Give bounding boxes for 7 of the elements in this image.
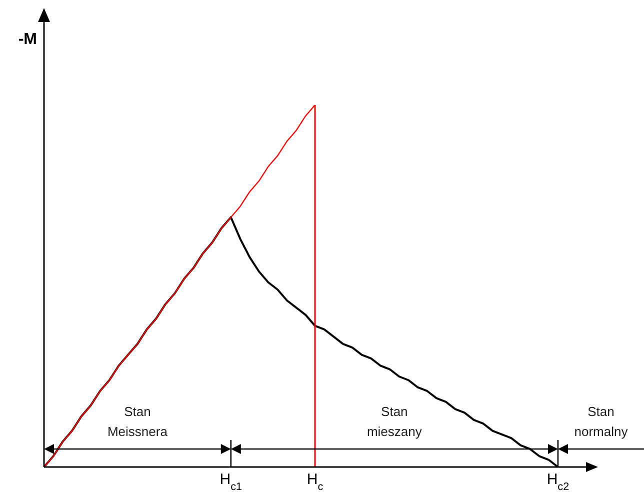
annotation: Stan normalny [574, 404, 628, 439]
x-tick-label: H$_{c}$ [306, 471, 324, 493]
annotation: Stan Meissnera [107, 404, 168, 439]
y-axis-title: -M [18, 31, 37, 48]
annotation: Stan mieszany [366, 404, 422, 439]
x-tick-label: H$_{c1}$ [220, 471, 242, 493]
x-tick-label: H$_{c2}$ [546, 471, 570, 493]
